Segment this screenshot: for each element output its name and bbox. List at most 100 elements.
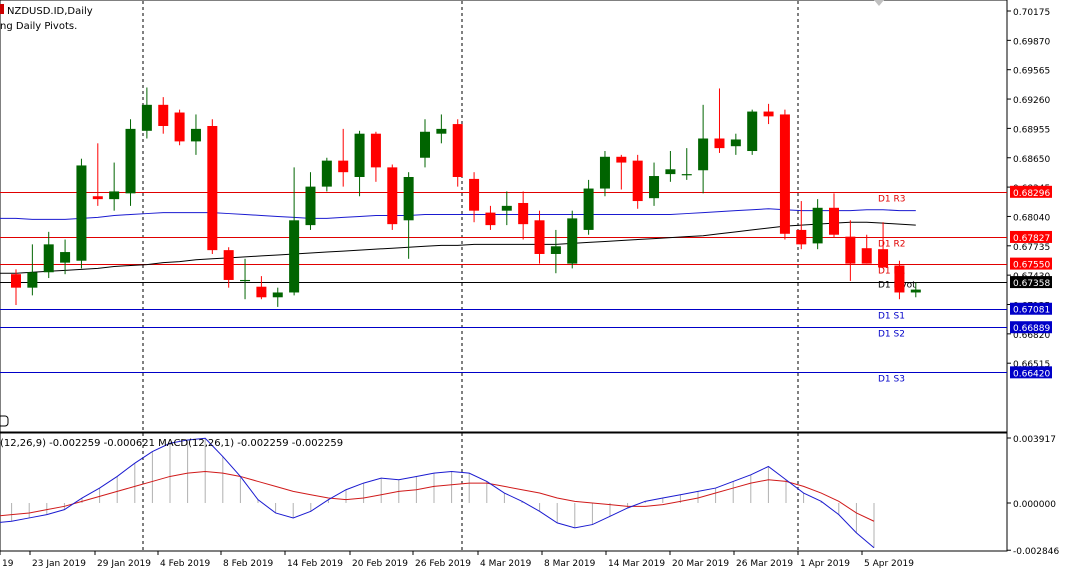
scroll-marker-icon[interactable] [874,0,884,6]
candle[interactable] [289,167,300,296]
candle[interactable] [599,151,610,197]
candle[interactable] [861,234,872,264]
period-separators [142,1,799,551]
candle[interactable] [420,119,430,168]
main-chart-frame [0,0,1008,433]
candle[interactable] [910,282,921,298]
price-label: 0.66515 [1013,360,1050,370]
candle[interactable] [338,128,349,187]
ma-black-line [0,221,916,274]
candle-body [240,279,251,282]
candle[interactable] [829,193,839,238]
candle[interactable] [567,210,578,269]
candle-body [698,138,709,171]
candle-body [681,174,692,176]
pivot-value-box [1010,257,1052,270]
candle-body [550,246,561,254]
candle-body [387,167,398,225]
candle-body [518,202,529,225]
candle[interactable] [649,162,660,206]
candle[interactable] [240,258,251,300]
candle[interactable] [76,158,87,269]
candle-body [92,196,103,200]
pivot-value-label: 0.67358 [1013,279,1050,289]
candle-body [190,128,201,142]
candle-body [583,188,594,230]
candle[interactable] [174,109,185,146]
candle[interactable] [747,109,758,155]
price-label: 0.66820 [1013,331,1050,341]
macd-axis-label: 0.003917 [1013,435,1056,445]
zoom-badge [0,415,9,427]
candle[interactable] [60,239,71,275]
candle[interactable] [452,119,463,187]
candle[interactable] [272,287,283,307]
candle-body [420,131,430,158]
candle[interactable] [125,119,136,206]
candle[interactable] [763,103,774,125]
candle[interactable] [845,220,856,281]
candle[interactable] [207,119,218,254]
candle[interactable] [698,104,709,194]
pivot-label: D1 S3 [878,375,905,385]
candlesticks[interactable] [11,87,921,307]
candle[interactable] [43,231,54,279]
candle[interactable] [714,88,725,153]
candle[interactable] [485,205,496,230]
candle[interactable] [681,148,692,180]
candle[interactable] [223,247,234,288]
candle[interactable] [321,157,332,192]
candle[interactable] [387,164,398,230]
candle[interactable] [812,199,823,250]
candle[interactable] [534,210,545,264]
candle[interactable] [878,222,889,268]
candle-body [125,128,136,194]
time-label: 14 Mar 2019 [608,559,665,569]
candle[interactable] [796,201,807,250]
pivot-value-box [1010,366,1052,379]
candle-body [665,169,676,175]
candle[interactable] [27,244,38,296]
candle[interactable] [256,276,267,300]
time-axis: 19 23 Jan 2019 29 Jan 2019 4 Feb 2019 8 Feb … [0,551,914,569]
candle[interactable] [665,151,676,182]
candle-body [158,104,169,126]
macd-axis-label: 0.000000 [1013,500,1056,510]
price-label: 0.69565 [1013,67,1050,77]
candle[interactable] [11,269,21,305]
candle[interactable] [109,162,120,211]
candle[interactable] [550,229,561,274]
candle[interactable] [92,143,103,206]
candle-body [354,133,365,177]
candle-body [779,114,790,234]
pivot-value-label: 0.67550 [1013,261,1050,271]
candle-body [649,176,660,199]
candle[interactable] [616,154,627,190]
candle[interactable] [730,133,741,155]
candle[interactable] [190,114,201,155]
price-label: 0.68955 [1013,125,1050,135]
candle[interactable] [632,154,643,209]
candle-body [485,212,496,226]
candle[interactable] [501,191,512,226]
candle[interactable] [158,97,169,134]
candle-body [403,176,414,221]
candle[interactable] [779,109,790,240]
candle-body [567,218,578,264]
candle[interactable] [518,191,529,240]
candle[interactable] [354,130,365,197]
time-label: 23 Jan 2019 [32,559,86,569]
candle[interactable] [583,179,594,235]
candle[interactable] [141,87,152,139]
candle[interactable] [370,131,381,182]
candle[interactable] [305,172,316,230]
candle-body [11,274,21,288]
candle-body [616,156,627,163]
candle[interactable] [436,114,447,144]
price-label: 0.67735 [1013,243,1050,253]
candle[interactable] [894,260,905,300]
candle[interactable] [403,172,414,259]
candle[interactable] [469,172,480,223]
